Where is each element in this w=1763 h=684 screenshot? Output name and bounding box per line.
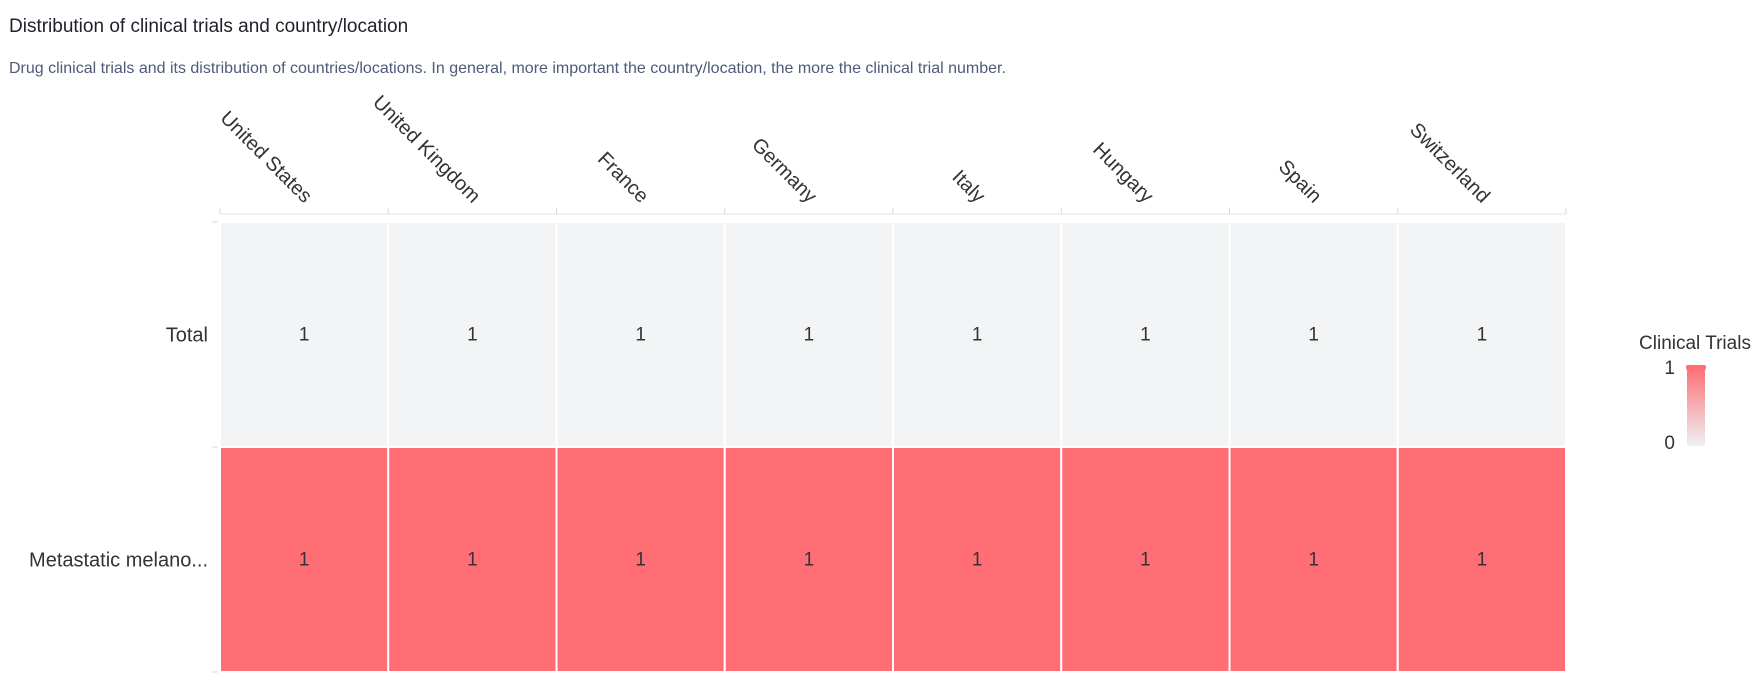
cell-value-label: 1 [804,325,815,346]
x-tick-label: Spain [1274,156,1326,208]
x-tick-label: Italy [948,166,989,207]
cell-value-label: 1 [972,550,983,571]
cell-value-label: 1 [804,550,815,571]
x-tick-label: United States [216,107,316,207]
legend-gradient-bar [1687,366,1705,446]
cell-value-label: 1 [1308,550,1319,571]
cell-value-label: 1 [299,325,310,346]
cell-value-label: 1 [1140,325,1151,346]
x-tick-label: Switzerland [1405,119,1494,208]
cell-value-label: 1 [1477,325,1488,346]
legend-min-label: 0 [1664,433,1675,454]
y-tick-label: Metastatic melano... [29,550,208,572]
y-tick-label: Total [166,325,208,347]
cell-value-label: 1 [467,325,478,346]
x-tick-label: Hungary [1088,139,1157,208]
cell-value-label: 1 [299,550,310,571]
plot-area: 1 1 1 1 1 1 1 1 1 1 1 1 1 1 1 1 United States United King… [29,91,1566,672]
legend-title: Clinical Trials [1639,333,1751,354]
cell-value-label: 1 [635,550,646,571]
x-tick-label: France [593,148,653,208]
cell-value-label: 1 [1140,550,1151,571]
cell-value-label: 1 [1477,550,1488,571]
cell-value-label: 1 [467,550,478,571]
cell-value-label: 1 [635,325,646,346]
x-tick-label: Germany [747,134,821,208]
color-legend: Clinical Trials 1 0 [1639,333,1751,454]
cell-value-label: 1 [1308,325,1319,346]
legend-max-handle [1686,365,1706,370]
x-tick-label: United Kingdom [368,91,484,207]
legend-max-label: 1 [1664,358,1675,379]
cell-value-label: 1 [972,325,983,346]
